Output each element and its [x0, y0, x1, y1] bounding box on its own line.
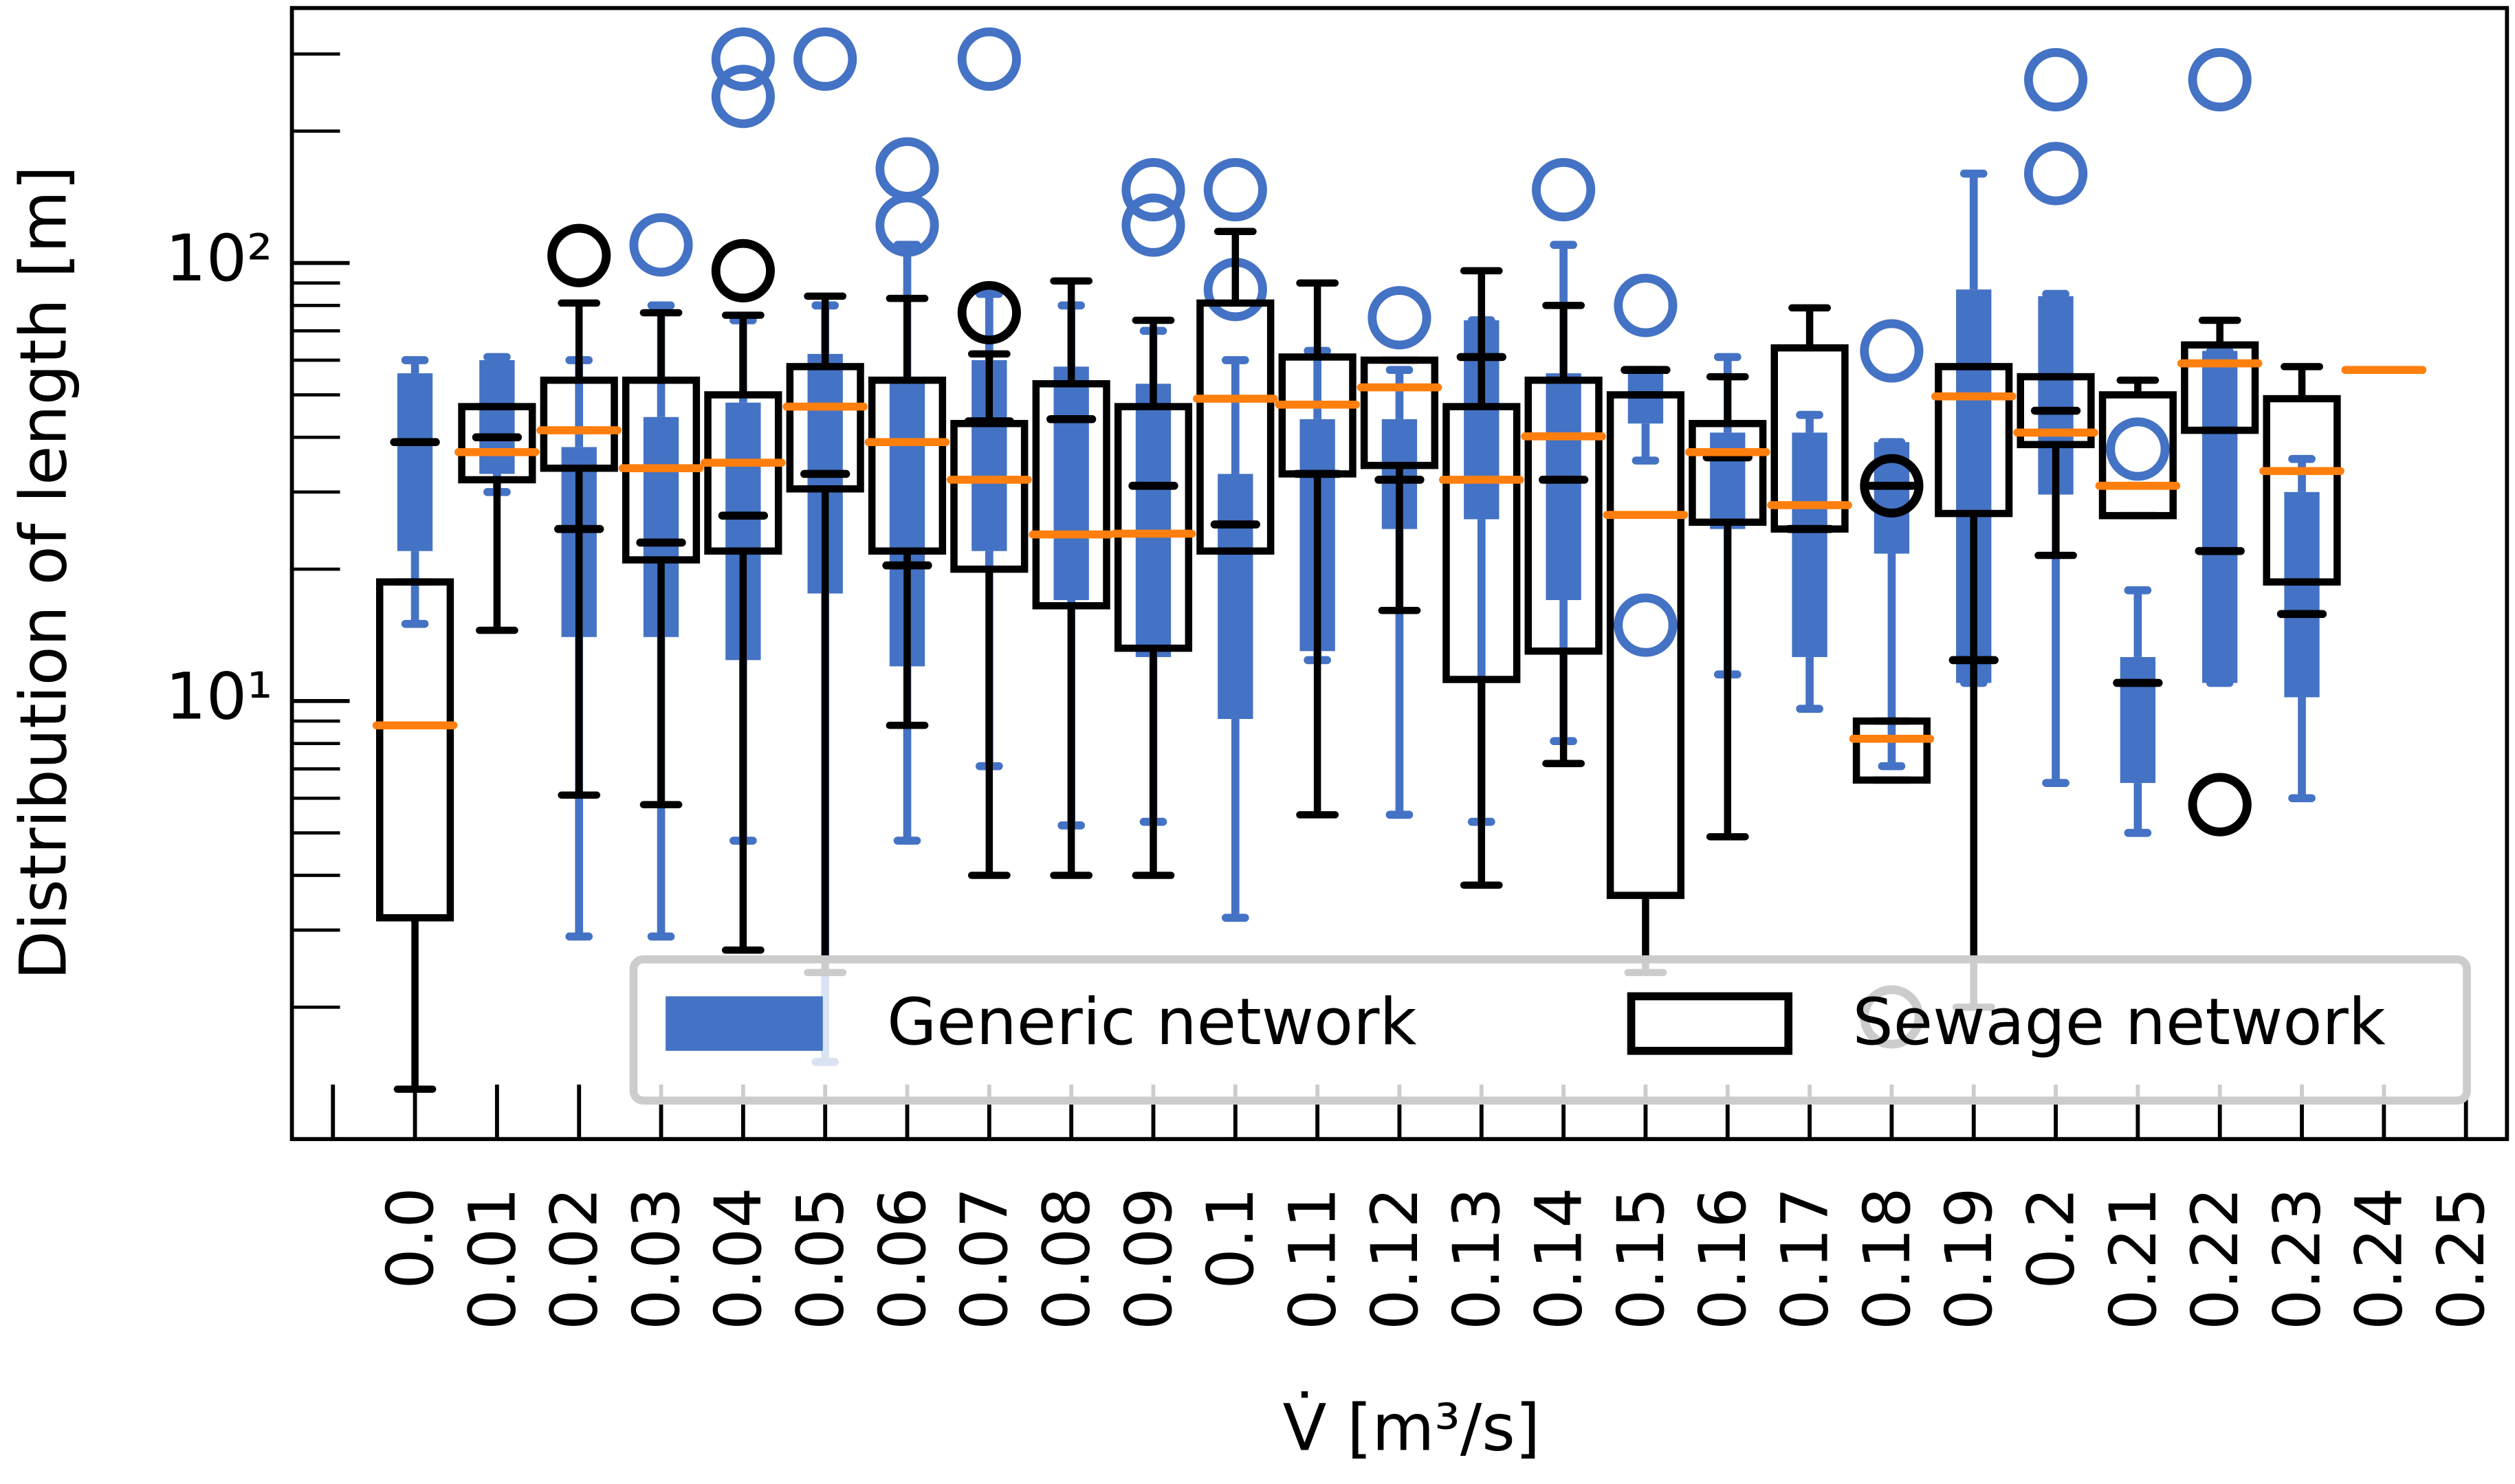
x-tick-label: 0.06 — [866, 1187, 941, 1330]
y-tick-label: 10² — [165, 221, 272, 296]
x-tick-label: 0.02 — [538, 1187, 613, 1330]
x-tick-label: 0.17 — [1768, 1187, 1843, 1330]
legend-swatch — [666, 996, 823, 1051]
x-tick-label: 0.21 — [2096, 1187, 2171, 1330]
box — [540, 376, 618, 472]
flier — [629, 213, 693, 277]
flier — [793, 27, 857, 91]
box — [1935, 363, 2013, 518]
flier — [1203, 157, 1267, 222]
flier — [1368, 286, 1431, 350]
x-tick-label: 0.24 — [2342, 1187, 2417, 1330]
x-tick-label: 0.04 — [701, 1187, 776, 1330]
box — [2120, 656, 2156, 784]
box — [2017, 373, 2095, 449]
box — [1114, 403, 1193, 652]
box — [2284, 491, 2320, 698]
box — [868, 376, 947, 555]
flier — [2023, 142, 2088, 206]
box — [1442, 403, 1521, 683]
box — [479, 359, 515, 474]
box — [458, 403, 536, 484]
box — [786, 363, 864, 493]
flier — [2188, 773, 2252, 837]
x-tick-label: 0.05 — [784, 1187, 859, 1330]
x-tick-label: 0.1 — [1194, 1187, 1269, 1289]
flier — [1121, 193, 1185, 257]
legend-swatch — [1627, 992, 1793, 1055]
box — [397, 373, 433, 551]
box — [1606, 391, 1685, 899]
x-tick-label: 0.18 — [1850, 1187, 1925, 1330]
x-tick-label: 0.23 — [2260, 1187, 2335, 1330]
x-axis-label: V̇ [m³/s] — [1283, 1391, 1541, 1466]
x-tick-label: 0.13 — [1440, 1187, 1515, 1330]
box — [1135, 384, 1172, 657]
flier — [1532, 157, 1596, 222]
box — [2202, 351, 2238, 683]
y-tick-label: 10¹ — [165, 659, 272, 734]
flier — [2106, 417, 2170, 481]
x-tick-label: 0.01 — [455, 1187, 530, 1330]
flier — [957, 280, 1021, 345]
box — [1792, 432, 1827, 657]
x-tick-label: 0.0 — [373, 1187, 448, 1289]
box — [2263, 395, 2341, 586]
x-tick-label: 0.22 — [2178, 1187, 2253, 1330]
x-tick-label: 0.14 — [1522, 1187, 1597, 1330]
flier — [1614, 593, 1678, 657]
flier — [1860, 319, 1924, 383]
box — [1710, 432, 1746, 529]
box — [1689, 419, 1767, 526]
x-tick-label: 0.15 — [1604, 1187, 1679, 1330]
box — [704, 391, 782, 555]
flier — [1860, 454, 1924, 518]
x-tick-label: 0.25 — [2424, 1187, 2499, 1330]
x-tick-label: 0.08 — [1030, 1187, 1105, 1330]
box — [1032, 380, 1110, 610]
flier — [2188, 47, 2252, 112]
box — [2098, 391, 2177, 520]
flier — [711, 27, 775, 91]
flier — [547, 223, 611, 287]
box — [376, 578, 454, 922]
flier — [1121, 157, 1185, 222]
series-generic — [397, 27, 2320, 1066]
x-tick-label: 0.09 — [1112, 1187, 1187, 1330]
flier — [957, 27, 1021, 91]
x-tick-label: 0.19 — [1932, 1187, 2007, 1330]
flier — [1614, 274, 1678, 337]
x-tick-label: 0.03 — [619, 1187, 694, 1330]
x-tick-label: 0.12 — [1358, 1187, 1433, 1330]
legend-label: Sewage network — [1853, 985, 2386, 1060]
box — [1218, 474, 1253, 719]
box — [1546, 373, 1581, 601]
y-axis-label: Distribution of length [m] — [6, 166, 81, 980]
flier — [875, 137, 939, 201]
box — [1852, 717, 1931, 784]
flier — [2023, 47, 2088, 112]
box — [1053, 366, 1089, 601]
legend-label: Generic network — [887, 985, 1416, 1060]
legend-frame — [629, 955, 2471, 1105]
x-tick-label: 0.2 — [2014, 1187, 2089, 1289]
box — [1360, 356, 1439, 469]
legend: Generic network Sewage network — [629, 955, 2471, 1105]
flier — [711, 65, 775, 129]
flier — [711, 239, 775, 303]
box — [2181, 341, 2259, 434]
x-tick-label: 0.07 — [947, 1187, 1022, 1330]
x-tick-label: 0.11 — [1276, 1187, 1351, 1330]
box — [1196, 299, 1275, 555]
box — [1524, 376, 1603, 655]
x-tick-label: 0.16 — [1686, 1187, 1761, 1330]
